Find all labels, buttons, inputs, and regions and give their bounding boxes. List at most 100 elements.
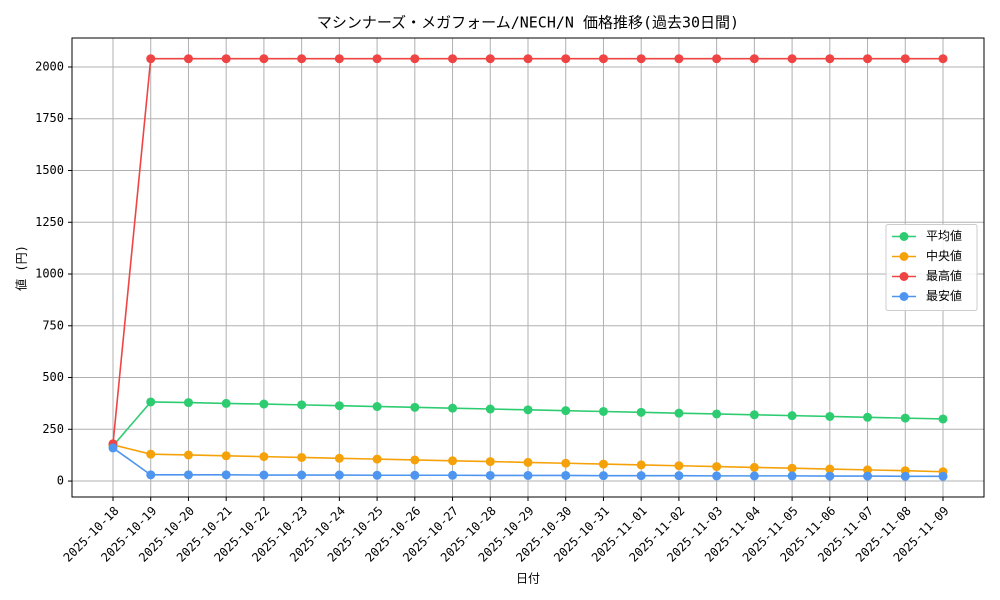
point — [825, 464, 835, 474]
point — [787, 411, 797, 421]
point — [712, 462, 722, 472]
point — [146, 397, 156, 407]
point — [259, 54, 269, 64]
point — [787, 54, 797, 64]
point — [297, 452, 307, 462]
point — [674, 408, 684, 418]
point — [183, 470, 193, 480]
point — [825, 471, 835, 481]
plot-frame — [71, 37, 985, 498]
point — [108, 443, 118, 453]
y-tick-label: 500 — [42, 370, 64, 384]
point — [334, 54, 344, 64]
point — [636, 471, 646, 481]
point — [221, 451, 231, 461]
point — [146, 54, 156, 64]
point — [485, 470, 495, 480]
point — [334, 470, 344, 480]
point — [448, 470, 458, 480]
point — [712, 471, 722, 481]
point — [938, 471, 948, 481]
point — [825, 411, 835, 421]
legend-marker — [899, 292, 909, 301]
x-axis-label: 日付 — [516, 572, 540, 586]
point — [297, 400, 307, 410]
point — [787, 471, 797, 481]
point — [372, 470, 382, 480]
point — [561, 458, 571, 468]
y-tick-label: 0 — [57, 474, 64, 488]
legend-marker — [899, 232, 909, 241]
point — [221, 398, 231, 408]
point — [448, 403, 458, 413]
point — [448, 456, 458, 466]
point — [410, 455, 420, 465]
point — [410, 470, 420, 480]
point — [712, 54, 722, 64]
point — [787, 463, 797, 473]
point — [863, 465, 873, 475]
legend-label: 最安値 — [926, 288, 962, 303]
point — [485, 457, 495, 467]
point — [485, 404, 495, 414]
point — [749, 471, 759, 481]
point — [297, 54, 307, 64]
point — [146, 449, 156, 459]
point — [372, 454, 382, 464]
point — [183, 54, 193, 64]
y-tick-label: 2000 — [35, 59, 64, 73]
legend-marker — [899, 272, 909, 281]
y-tick-label: 1750 — [35, 111, 64, 125]
y-tick-label: 1500 — [35, 163, 64, 177]
point — [674, 461, 684, 471]
point — [448, 54, 458, 64]
point — [523, 457, 533, 467]
legend-label: 中央値 — [926, 248, 962, 263]
point — [259, 399, 269, 409]
point — [749, 410, 759, 420]
point — [183, 398, 193, 408]
point — [561, 54, 571, 64]
legend-label: 平均値 — [926, 228, 962, 243]
point — [900, 413, 910, 423]
y-tick-label: 1250 — [35, 215, 64, 229]
point — [221, 470, 231, 480]
point — [410, 54, 420, 64]
point — [749, 462, 759, 472]
point — [900, 54, 910, 64]
point — [259, 452, 269, 462]
point — [485, 54, 495, 64]
legend-marker — [899, 252, 909, 261]
y-axis-label: 値 (円) — [14, 245, 29, 291]
point — [598, 406, 608, 416]
point — [598, 54, 608, 64]
y-tick-label: 750 — [42, 318, 64, 332]
point — [259, 470, 269, 480]
y-tick-label: 250 — [42, 422, 64, 436]
point — [598, 471, 608, 481]
point — [674, 54, 684, 64]
point — [334, 453, 344, 463]
point — [561, 470, 571, 480]
point — [636, 407, 646, 417]
chart-title: マシンナーズ・メガフォーム/NECH/N 価格推移(過去30日間) — [317, 14, 739, 32]
point — [523, 54, 533, 64]
point — [825, 54, 835, 64]
point — [636, 460, 646, 470]
point — [938, 54, 948, 64]
point — [674, 471, 684, 481]
point — [146, 470, 156, 480]
point — [636, 54, 646, 64]
point — [372, 402, 382, 412]
point — [749, 54, 759, 64]
point — [183, 450, 193, 460]
point — [863, 471, 873, 481]
point — [523, 405, 533, 415]
point — [523, 470, 533, 480]
legend-box — [885, 224, 978, 311]
point — [297, 470, 307, 480]
point — [561, 406, 571, 416]
point — [598, 459, 608, 469]
